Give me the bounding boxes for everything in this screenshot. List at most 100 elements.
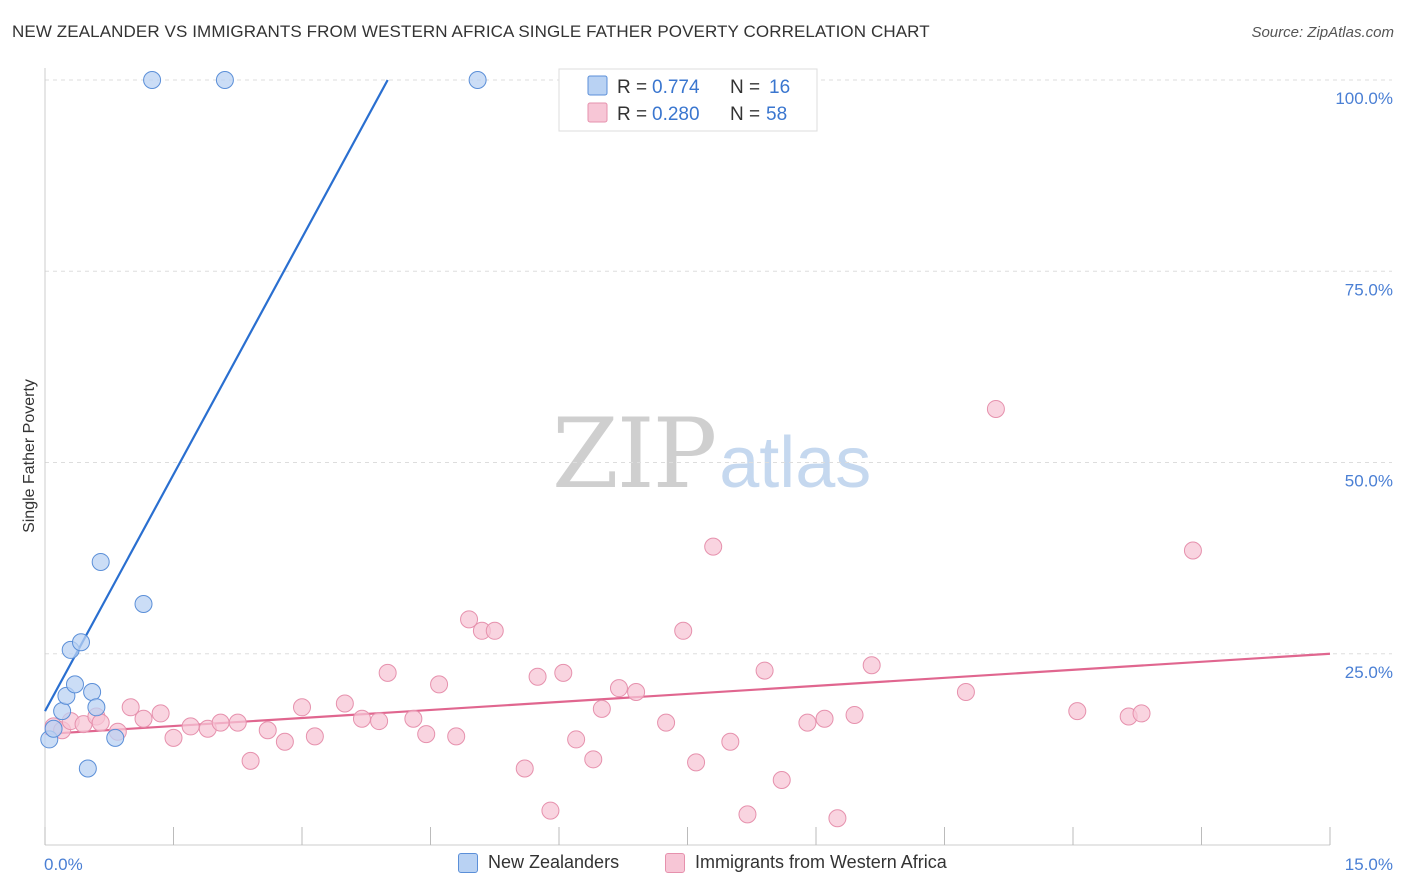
y-axis-label: Single Father Poverty xyxy=(21,379,38,533)
new-zealander-point xyxy=(71,633,90,652)
y-tick-label: 50.0% xyxy=(1345,472,1393,491)
trend-line-new-zealanders xyxy=(44,79,389,712)
bottom-legend-label-western-africa: Immigrants from Western Africa xyxy=(695,852,947,872)
western-africa-point xyxy=(721,732,740,751)
x-tick-label-min: 0.0% xyxy=(44,855,83,874)
western-africa-point xyxy=(687,753,706,772)
watermark-zip: ZIP xyxy=(552,398,717,510)
western-africa-point xyxy=(460,610,479,629)
y-tick-label: 100.0% xyxy=(1335,89,1393,108)
western-africa-point xyxy=(378,663,397,682)
legend-swatch-blue xyxy=(587,75,608,96)
western-africa-point xyxy=(755,661,774,680)
western-africa-point xyxy=(1183,541,1202,560)
y-tick-label: 25.0% xyxy=(1345,663,1393,682)
western-africa-point xyxy=(554,663,573,682)
western-africa-point xyxy=(1068,702,1087,721)
western-africa-point xyxy=(352,709,371,728)
western-africa-point xyxy=(275,732,294,751)
legend-r-label-1: R = xyxy=(617,77,647,98)
western-africa-point xyxy=(228,713,247,732)
axes xyxy=(44,68,1331,846)
new-zealander-point xyxy=(53,702,72,721)
trend-lines xyxy=(44,79,1331,736)
new-zealander-point xyxy=(215,71,234,89)
legend-r-value-2: 0.280 xyxy=(652,104,700,125)
western-africa-point xyxy=(370,712,389,731)
legend-swatch-pink xyxy=(587,102,608,123)
new-zealander-point xyxy=(134,595,153,614)
western-africa-point xyxy=(447,727,466,746)
western-africa-point xyxy=(181,717,200,736)
legend-n-value-1: 16 xyxy=(769,77,790,98)
western-africa-point xyxy=(986,399,1005,418)
western-africa-point xyxy=(430,675,449,694)
legend-n-value-2: 58 xyxy=(766,104,787,125)
western-africa-point xyxy=(211,713,230,732)
data-points xyxy=(40,71,1202,828)
western-africa-point xyxy=(584,750,603,769)
western-africa-point xyxy=(134,709,153,728)
western-africa-point xyxy=(567,730,586,749)
new-zealander-point xyxy=(106,728,125,747)
western-africa-point xyxy=(335,694,354,713)
western-africa-point xyxy=(293,698,311,717)
western-africa-point xyxy=(828,809,847,828)
x-tick-label-max: 15.0% xyxy=(1345,855,1393,874)
gridlines xyxy=(45,79,1392,655)
legend-n-label-1: N = xyxy=(730,77,760,98)
bottom-legend-swatch-blue xyxy=(458,852,478,873)
western-africa-point xyxy=(845,705,864,724)
western-africa-point xyxy=(164,728,183,747)
western-africa-point xyxy=(404,709,423,728)
western-africa-point xyxy=(485,621,504,640)
legend-r-label-2: R = xyxy=(617,104,647,125)
western-africa-point xyxy=(528,667,547,686)
legend-n-label-2: N = xyxy=(730,104,760,125)
bottom-legend-item-new-zealanders: New Zealanders xyxy=(458,852,619,873)
western-africa-point xyxy=(772,770,791,789)
new-zealander-point xyxy=(65,675,84,694)
western-africa-point xyxy=(592,699,611,718)
western-africa-point xyxy=(627,683,646,701)
western-africa-point xyxy=(738,805,757,824)
western-africa-point xyxy=(657,713,676,732)
western-africa-point xyxy=(798,713,817,732)
new-zealander-point xyxy=(78,759,97,778)
new-zealander-point xyxy=(143,71,162,89)
western-africa-point xyxy=(862,656,881,675)
bottom-legend: New Zealanders Immigrants from Western A… xyxy=(0,852,1406,878)
western-africa-point xyxy=(121,698,140,717)
western-africa-point xyxy=(815,709,834,728)
trend-line-western-africa xyxy=(44,652,1331,736)
western-africa-point xyxy=(674,621,693,640)
western-africa-point xyxy=(241,751,260,770)
western-africa-point xyxy=(515,759,534,778)
new-zealander-point xyxy=(87,698,106,717)
legend-box: R = 0.774 N = 16 R = 0.280 N = 58 xyxy=(558,68,818,132)
new-zealander-point xyxy=(44,719,63,738)
chart-source: Source: ZipAtlas.com xyxy=(1251,24,1394,41)
western-africa-point xyxy=(91,713,110,732)
y-tick-label: 75.0% xyxy=(1345,280,1393,299)
bottom-legend-label-new-zealanders: New Zealanders xyxy=(488,852,620,872)
western-africa-point xyxy=(305,727,324,746)
new-zealander-point xyxy=(91,552,110,571)
bottom-legend-swatch-pink xyxy=(665,852,685,873)
western-africa-point xyxy=(609,679,628,698)
western-africa-point xyxy=(417,725,436,744)
western-africa-point xyxy=(704,537,723,556)
western-africa-point xyxy=(541,801,560,820)
western-africa-point xyxy=(1132,704,1151,723)
y-tick-labels: 25.0% 50.0% 75.0% 100.0% xyxy=(1335,89,1393,682)
western-africa-point xyxy=(956,683,975,701)
western-africa-point xyxy=(258,721,277,740)
new-zealander-point xyxy=(83,683,102,701)
x-tick-labels: 0.0% 15.0% xyxy=(44,855,1393,874)
chart-title: NEW ZEALANDER VS IMMIGRANTS FROM WESTERN… xyxy=(12,22,930,41)
bottom-legend-item-western-africa: Immigrants from Western Africa xyxy=(665,852,947,873)
western-africa-point xyxy=(151,704,170,723)
legend-r-value-1: 0.774 xyxy=(652,77,700,98)
new-zealander-point xyxy=(468,71,487,89)
